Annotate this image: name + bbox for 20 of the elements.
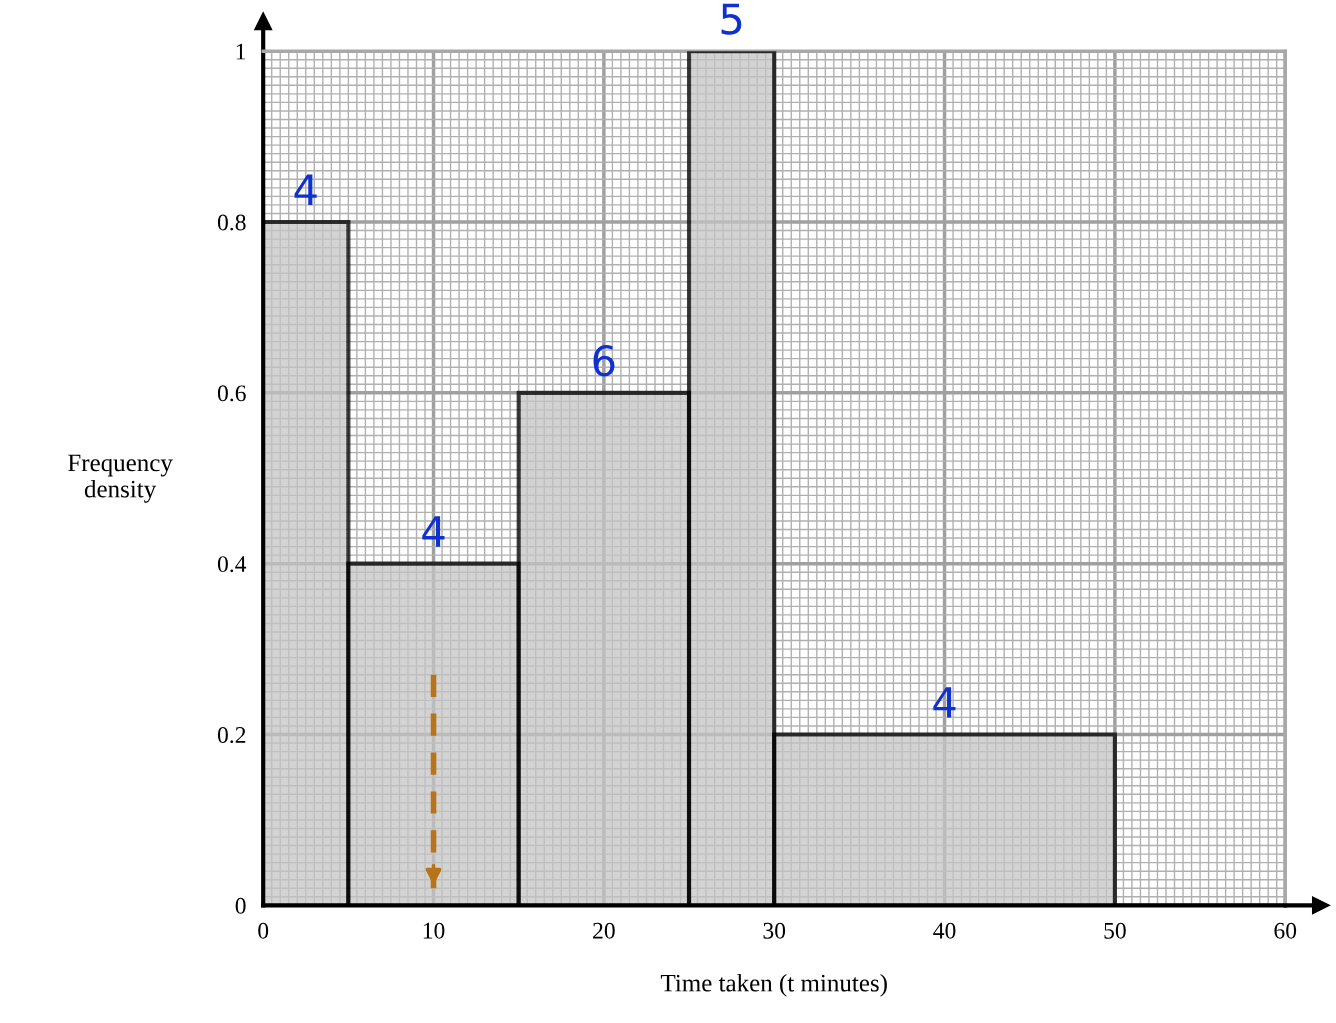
x-tick-label: 60 xyxy=(1274,922,1297,939)
y-tick-label: 0.8 xyxy=(217,214,246,231)
x-tick-label: 20 xyxy=(593,922,615,939)
y-tick-label: 0.6 xyxy=(217,385,246,402)
x-tick-label: 10 xyxy=(423,922,445,939)
annotation: 4 xyxy=(294,174,317,205)
y-tick-label: 0.4 xyxy=(217,556,247,573)
x-axis-title: Time taken (t minutes) xyxy=(660,973,887,997)
y-tick-label: 1 xyxy=(236,43,246,60)
annotation: 5 xyxy=(721,3,742,35)
y-tick-label: 0.2 xyxy=(217,727,246,744)
x-tick-label: 50 xyxy=(1104,922,1126,939)
y-axis-title: Frequency density xyxy=(68,454,173,503)
x-tick-label: 30 xyxy=(763,922,786,939)
annotation: 4 xyxy=(933,687,956,718)
y-tick-label: 0 xyxy=(235,897,246,914)
annotation: 6 xyxy=(593,344,615,377)
x-tick-label: 40 xyxy=(933,922,956,939)
x-tick-label: 0 xyxy=(258,922,269,939)
annotation: 4 xyxy=(422,516,445,547)
